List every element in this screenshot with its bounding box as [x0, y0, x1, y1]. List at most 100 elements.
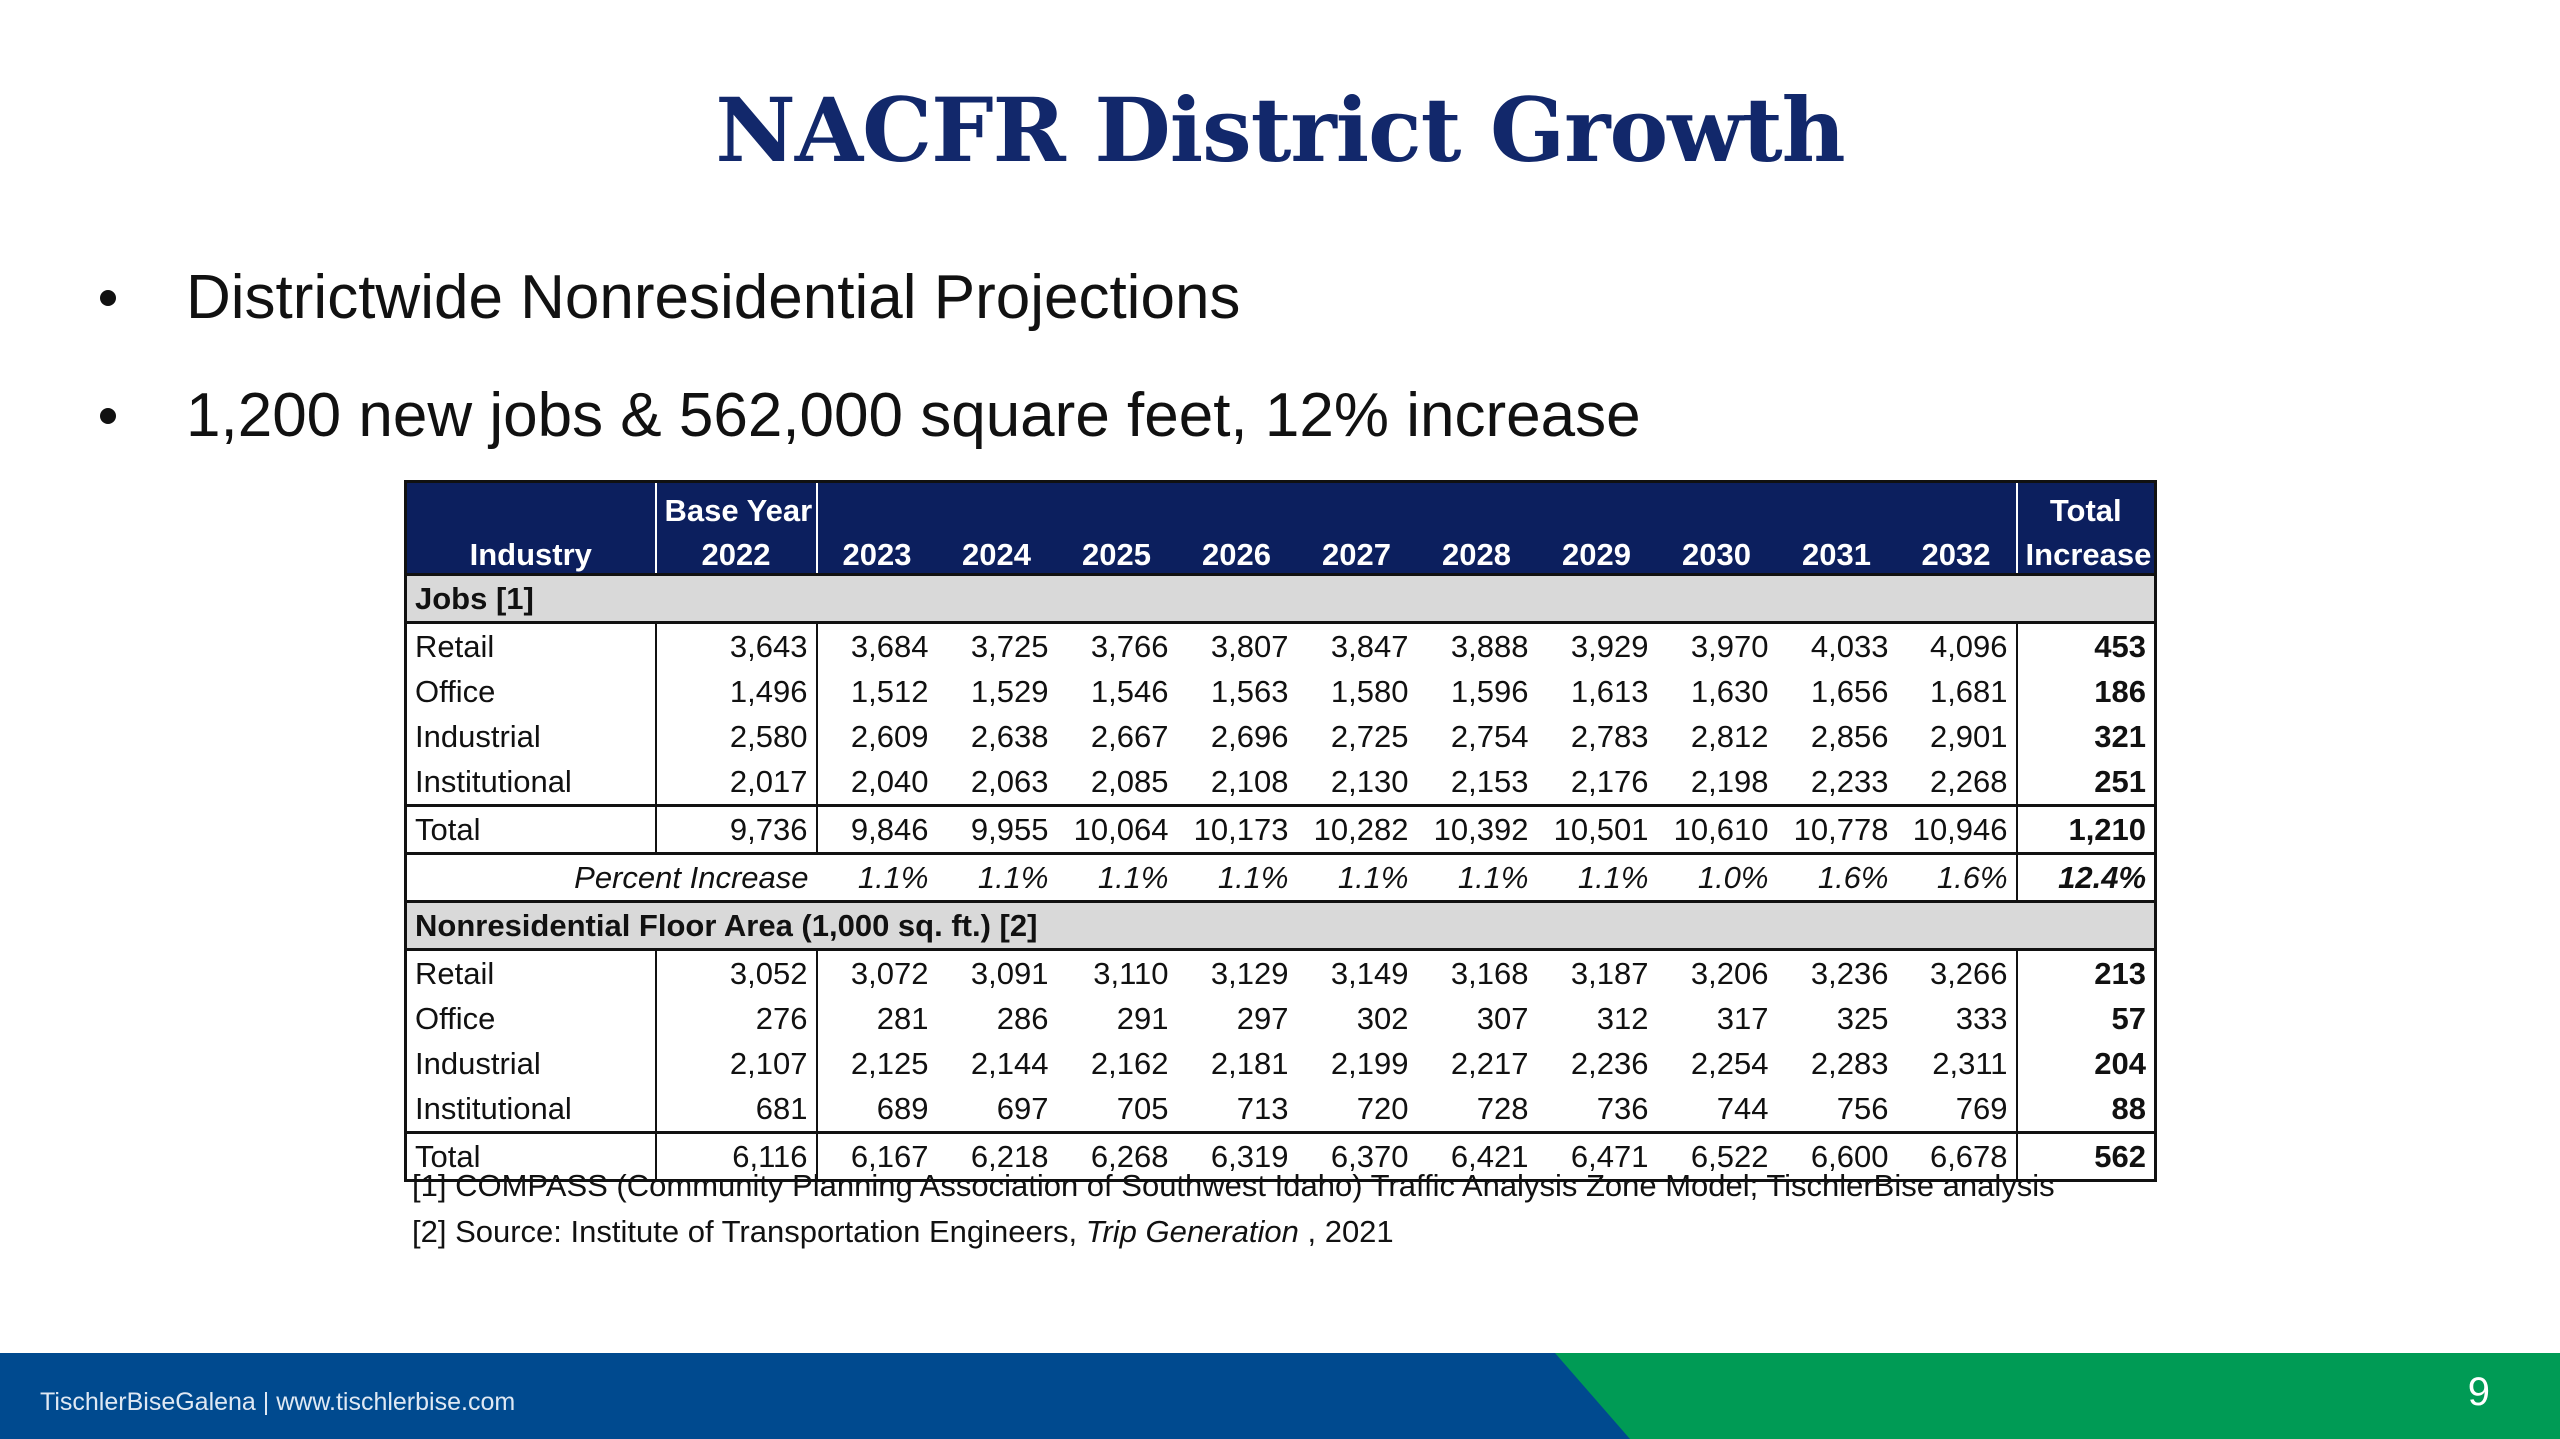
cell-value: 769 [1955, 1090, 2008, 1126]
header-industry: Industry [405, 529, 656, 575]
footer-green-accent [1555, 1353, 2560, 1439]
table-row: Industrial 2,580 2,609 2,638 2,667 2,696 2,725… [406, 714, 2156, 759]
cell-value: 2,107 [654, 1041, 817, 1086]
cell-value: 3,236 [1810, 955, 1889, 991]
header-year: 2024 [936, 529, 1057, 575]
table-row: Office 276 281 286 291 297 302 307 312 317 325 333 5… [406, 996, 2156, 1041]
cell-value: 705 [1116, 1090, 1169, 1126]
cell-value: 736 [1596, 1090, 1649, 1126]
cell-value: 3,052 [654, 949, 817, 996]
cell-value: 10,064 [1056, 804, 1177, 854]
cell-value: 333 [1955, 1000, 2008, 1036]
cell-value: 2,130 [1330, 763, 1409, 799]
row-label: Total [405, 804, 656, 854]
row-label: Institutional [415, 763, 572, 799]
header-year: 2026 [1176, 529, 1297, 575]
header-blank [405, 481, 656, 529]
cell-value: 1,630 [1690, 673, 1769, 709]
cell-value: 3,149 [1330, 955, 1409, 991]
header-blank [815, 481, 2017, 529]
cell-value: 10,946 [1896, 804, 2017, 854]
cell-value: 6,600 [1776, 1131, 1897, 1181]
header-year: 2025 [1056, 529, 1177, 575]
cell-value: 2,667 [1090, 718, 1169, 754]
cell-value: 3,266 [1929, 955, 2008, 991]
section-header-row: Jobs [1] [405, 573, 2156, 624]
footer-text: TischlerBiseGalena | www.tischlerbise.co… [40, 1388, 516, 1416]
cell-value: 2,856 [1810, 718, 1889, 754]
cell-value: 2,609 [815, 714, 937, 759]
header-year: 2028 [1416, 529, 1537, 575]
footnote-2-italic: Trip Generation [1085, 1214, 1299, 1249]
cell-value: 10,778 [1776, 804, 1897, 854]
cell-value: 10,501 [1536, 804, 1657, 854]
cell-value: 325 [1836, 1000, 1889, 1036]
cell-value: 4,096 [1929, 628, 2008, 664]
cell-value: 3,807 [1210, 628, 1289, 664]
cell-total-increase: 213 [2015, 949, 2156, 996]
cell-value: 1,529 [970, 673, 1049, 709]
cell-value: 312 [1596, 1000, 1649, 1036]
footnote-2-prefix: [2] Source: Institute of Transportation … [412, 1214, 1086, 1249]
table-row: Retail 3,643 3,684 3,725 3,766 3,807 3,847 3,88… [406, 622, 2156, 669]
cell-value: 6,522 [1656, 1131, 1777, 1181]
cell-value: 10,392 [1416, 804, 1537, 854]
row-label: Office [415, 1000, 496, 1036]
cell-value: 6,167 [815, 1131, 937, 1181]
cell-value: 291 [1116, 1000, 1169, 1036]
cell-value: 2,144 [970, 1045, 1049, 1081]
cell-value: 2,268 [1929, 763, 2008, 799]
cell-value: 2,233 [1810, 763, 1889, 799]
cell-value: 2,254 [1690, 1045, 1769, 1081]
cell-total-increase: 251 [2015, 759, 2156, 806]
cell-value: 10,173 [1176, 804, 1297, 854]
header-year: 2030 [1656, 529, 1777, 575]
bullet-text: 1,200 new jobs & 562,000 square feet, 12… [186, 381, 1641, 450]
table-row: Retail 3,052 3,072 3,091 3,110 3,129 3,149 3,16… [406, 949, 2156, 996]
cell-value: 681 [654, 1086, 817, 1133]
cell-value: 1,580 [1330, 673, 1409, 709]
cell-value: 10,282 [1296, 804, 1417, 854]
cell-value: 3,888 [1450, 628, 1529, 664]
cell-value: 3,929 [1570, 628, 1649, 664]
header-year: 2023 [815, 529, 937, 575]
row-label: Industrial [415, 718, 541, 754]
header-year: 2031 [1776, 529, 1897, 575]
cell-value: 317 [1716, 1000, 1769, 1036]
bullet-dot-icon [100, 289, 116, 306]
row-label: Office [415, 673, 496, 709]
percent-value: 1.1% [816, 852, 937, 902]
cell-value: 2,311 [1932, 1045, 2008, 1081]
cell-total-increase: 88 [2015, 1086, 2156, 1133]
cell-value: 6,218 [936, 1131, 1057, 1181]
header-base-top: Base Year [654, 481, 817, 529]
cell-value: 2,153 [1450, 763, 1529, 799]
cell-value: 6,678 [1896, 1131, 2017, 1181]
table-row: Office 1,496 1,512 1,529 1,546 1,563 1,580 1,59… [406, 669, 2156, 714]
cell-value: 1,656 [1810, 673, 1889, 709]
projections-table: Base Year Total Industry 2022 2023 2024 20… [404, 480, 2158, 1182]
cell-value: 3,206 [1690, 955, 1769, 991]
section-title: Jobs [1] [405, 573, 2156, 624]
percent-value: 1.6% [1776, 852, 1897, 902]
cell-value: 2,236 [1570, 1045, 1649, 1081]
cell-value: 10,610 [1656, 804, 1777, 854]
row-label: Industrial [415, 1045, 541, 1081]
cell-value: 2,283 [1810, 1045, 1889, 1081]
cell-value: 2,198 [1690, 763, 1769, 799]
cell-value: 756 [1836, 1090, 1889, 1126]
bullet-text: Districtwide Nonresidential Projections [186, 263, 1241, 332]
cell-value: 2,725 [1330, 718, 1409, 754]
cell-total-increase: 57 [2015, 996, 2156, 1041]
footnote-2-suffix: , 2021 [1298, 1214, 1394, 1249]
cell-value: 2,754 [1450, 718, 1529, 754]
header-year: 2032 [1896, 529, 2017, 575]
cell-value: 4,033 [1810, 628, 1889, 664]
cell-value: 2,696 [1210, 718, 1289, 754]
cell-value: 728 [1476, 1090, 1529, 1126]
section-header-row: Nonresidential Floor Area (1,000 sq. ft.… [405, 900, 2156, 951]
section-title: Nonresidential Floor Area (1,000 sq. ft.… [405, 900, 2156, 951]
cell-total-increase: 321 [2015, 714, 2156, 759]
cell-value: 276 [654, 996, 817, 1041]
cell-value: 2,217 [1450, 1045, 1529, 1081]
